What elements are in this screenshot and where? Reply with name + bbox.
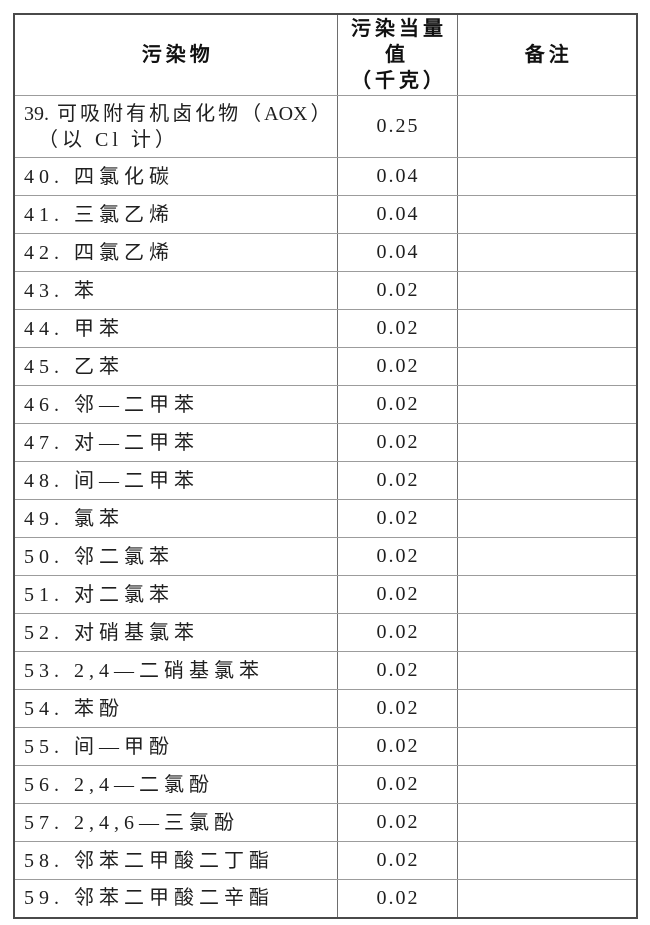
header-equivalent-value-line2: （千克） <box>351 70 447 92</box>
value-cell: 0.02 <box>336 347 458 386</box>
value-cell: 0.04 <box>336 233 458 272</box>
table-row: 45. 乙苯 0.02 <box>13 347 638 386</box>
remark-cell <box>456 841 638 880</box>
header-equivalent-value: 污染当量值 （千克） <box>336 13 458 96</box>
value-cell: 0.02 <box>336 575 458 614</box>
remark-cell <box>456 765 638 804</box>
remark-cell <box>456 423 638 462</box>
remark-cell <box>456 689 638 728</box>
pollutant-cell: 54. 苯酚 <box>13 689 338 728</box>
table-row: 54. 苯酚 0.02 <box>13 689 638 728</box>
value-cell: 0.04 <box>336 195 458 234</box>
table-row: 53. 2,4—二硝基氯苯 0.02 <box>13 651 638 690</box>
pollutant-equivalent-table: 污染物 污染当量值 （千克） 备注 39. 可吸附有机卤化物（AOX） （以 Cl… <box>13 13 638 919</box>
pollutant-cell: 51. 对二氯苯 <box>13 575 338 614</box>
pollutant-cell: 44. 甲苯 <box>13 309 338 348</box>
table-row: 47. 对—二甲苯 0.02 <box>13 423 638 462</box>
table-row: 49. 氯苯 0.02 <box>13 499 638 538</box>
pollutant-cell: 46. 邻—二甲苯 <box>13 385 338 424</box>
pollutant-cell: 55. 间—甲酚 <box>13 727 338 766</box>
pollutant-cell: 57. 2,4,6—三氯酚 <box>13 803 338 842</box>
pollutant-cell: 58. 邻苯二甲酸二丁酯 <box>13 841 338 880</box>
table-row: 55. 间—甲酚 0.02 <box>13 727 638 766</box>
remark-cell <box>456 727 638 766</box>
header-remark: 备注 <box>456 13 638 96</box>
remark-cell <box>456 803 638 842</box>
table-row: 48. 间—二甲苯 0.02 <box>13 461 638 500</box>
table-row: 46. 邻—二甲苯 0.02 <box>13 385 638 424</box>
remark-cell <box>456 95 638 158</box>
pollutant-cell: 43. 苯 <box>13 271 338 310</box>
table-row: 56. 2,4—二氯酚 0.02 <box>13 765 638 804</box>
value-cell: 0.02 <box>336 499 458 538</box>
value-cell: 0.02 <box>336 271 458 310</box>
table-row: 50. 邻二氯苯 0.02 <box>13 537 638 576</box>
pollutant-cell: 48. 间—二甲苯 <box>13 461 338 500</box>
remark-cell <box>456 309 638 348</box>
header-pollutant: 污染物 <box>13 13 338 96</box>
remark-cell <box>456 879 638 918</box>
remark-cell <box>456 499 638 538</box>
value-cell: 0.02 <box>336 803 458 842</box>
remark-cell <box>456 157 638 196</box>
remark-cell <box>456 537 638 576</box>
table-row: 43. 苯 0.02 <box>13 271 638 310</box>
pollutant-cell: 50. 邻二氯苯 <box>13 537 338 576</box>
table-row: 42. 四氯乙烯 0.04 <box>13 233 638 272</box>
table-body: 39. 可吸附有机卤化物（AOX） （以 Cl 计） 0.25 40. 四氯化碳 … <box>13 95 638 918</box>
pollutant-cell: 39. 可吸附有机卤化物（AOX） （以 Cl 计） <box>13 95 338 158</box>
value-cell: 0.25 <box>336 95 458 158</box>
pollutant-cell: 52. 对硝基氯苯 <box>13 613 338 652</box>
remark-cell <box>456 385 638 424</box>
value-cell: 0.02 <box>336 727 458 766</box>
pollutant-cell: 41. 三氯乙烯 <box>13 195 338 234</box>
remark-cell <box>456 575 638 614</box>
value-cell: 0.02 <box>336 461 458 500</box>
pollutant-cell: 59. 邻苯二甲酸二辛酯 <box>13 879 338 918</box>
pollutant-cell: 49. 氯苯 <box>13 499 338 538</box>
value-cell: 0.02 <box>336 537 458 576</box>
remark-cell <box>456 271 638 310</box>
table-row: 51. 对二氯苯 0.02 <box>13 575 638 614</box>
pollutant-cell: 53. 2,4—二硝基氯苯 <box>13 651 338 690</box>
table-row: 52. 对硝基氯苯 0.02 <box>13 613 638 652</box>
pollutant-cell: 42. 四氯乙烯 <box>13 233 338 272</box>
header-equivalent-value-line1: 污染当量值 <box>351 18 447 66</box>
pollutant-cell: 47. 对—二甲苯 <box>13 423 338 462</box>
value-cell: 0.04 <box>336 157 458 196</box>
table-row: 40. 四氯化碳 0.04 <box>13 157 638 196</box>
value-cell: 0.02 <box>336 689 458 728</box>
table-row: 39. 可吸附有机卤化物（AOX） （以 Cl 计） 0.25 <box>13 95 638 158</box>
remark-cell <box>456 651 638 690</box>
table-row: 44. 甲苯 0.02 <box>13 309 638 348</box>
header-row: 污染物 污染当量值 （千克） 备注 <box>13 13 638 96</box>
table-row: 57. 2,4,6—三氯酚 0.02 <box>13 803 638 842</box>
value-cell: 0.02 <box>336 423 458 462</box>
value-cell: 0.02 <box>336 841 458 880</box>
value-cell: 0.02 <box>336 765 458 804</box>
table-row: 59. 邻苯二甲酸二辛酯 0.02 <box>13 879 638 918</box>
pollutant-line2: （以 Cl 计） <box>38 128 179 151</box>
remark-cell <box>456 233 638 272</box>
remark-cell <box>456 461 638 500</box>
value-cell: 0.02 <box>336 309 458 348</box>
remark-cell <box>456 195 638 234</box>
remark-cell <box>456 347 638 386</box>
pollutant-cell: 45. 乙苯 <box>13 347 338 386</box>
value-cell: 0.02 <box>336 613 458 652</box>
table-row: 41. 三氯乙烯 0.04 <box>13 195 638 234</box>
remark-cell <box>456 613 638 652</box>
value-cell: 0.02 <box>336 385 458 424</box>
pollutant-cell: 40. 四氯化碳 <box>13 157 338 196</box>
value-cell: 0.02 <box>336 879 458 918</box>
table-row: 58. 邻苯二甲酸二丁酯 0.02 <box>13 841 638 880</box>
pollutant-cell: 56. 2,4—二氯酚 <box>13 765 338 804</box>
pollutant-line1: 39. 可吸附有机卤化物（AOX） <box>24 102 331 125</box>
value-cell: 0.02 <box>336 651 458 690</box>
